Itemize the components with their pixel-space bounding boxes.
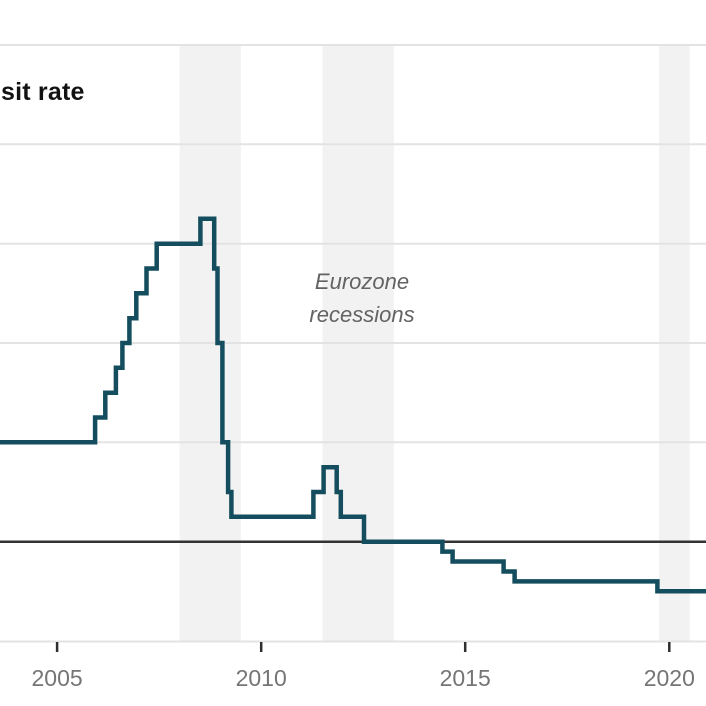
recession-annotation: Eurozone recessions bbox=[252, 265, 472, 331]
annotation-line-2: recessions bbox=[309, 302, 415, 327]
x-axis-tick-label: 2020 bbox=[643, 665, 695, 691]
chart-title: sit rate bbox=[1, 78, 85, 106]
x-axis-tick-label: 2015 bbox=[439, 665, 491, 691]
deposit-rate-step-line bbox=[0, 216, 706, 594]
x-axis-tick-label: 2005 bbox=[31, 665, 83, 691]
x-axis-tick-label: 2010 bbox=[235, 665, 287, 691]
annotation-line-1: Eurozone bbox=[314, 269, 410, 294]
